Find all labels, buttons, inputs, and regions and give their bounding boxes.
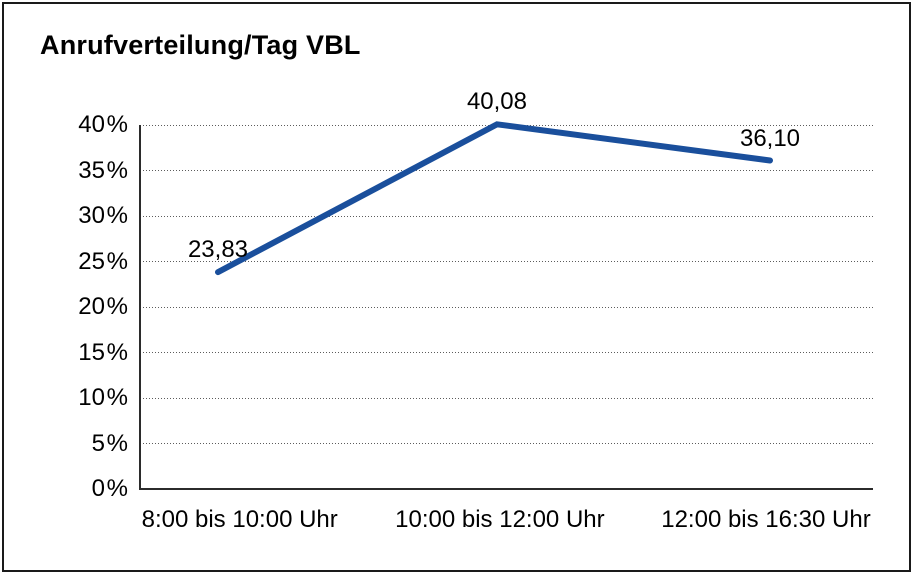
data-value-label: 40,08 [466,88,527,116]
y-tick-label: 15 % [78,338,128,366]
series-polyline [215,121,773,276]
y-tick-label: 10 % [78,384,128,411]
x-category-label: 8:00 bis 10:00 Uhr [141,506,338,533]
data-value-label: 36,10 [739,124,801,152]
x-category-label: 10:00 bis 12:00 Uhr [395,506,605,533]
gridline-5 [140,443,873,445]
gridline-20 [140,306,873,309]
gridline-15 [140,352,873,354]
y-tick-label: 25 % [78,247,128,275]
gridline-10 [140,397,873,400]
y-tick-label: 30 % [78,202,128,229]
x-category-label: 12:00 bis 16:30 Uhr [661,506,871,533]
y-axis-line [139,125,141,490]
chart-title: Anrufverteilung/Tag VBL [40,30,361,60]
data-value-label: 23,83 [187,236,249,264]
y-tick-label: 35 % [78,156,128,184]
y-tick-label: 5 % [91,429,128,457]
y-tick-label: 40 % [78,111,128,138]
plot-area: 0 % 5 % 10 % 15 % 20 % 25 % 30 % 35 % 40 % 23,83… [78,88,873,533]
gridline-35 [140,170,873,172]
gridline-30 [140,215,873,218]
gridline-25 [140,261,873,263]
y-tick-label: 20 % [78,293,128,320]
y-tick-label: 0 % [91,475,128,502]
data-line-series [215,121,773,276]
x-axis-line [139,488,873,490]
